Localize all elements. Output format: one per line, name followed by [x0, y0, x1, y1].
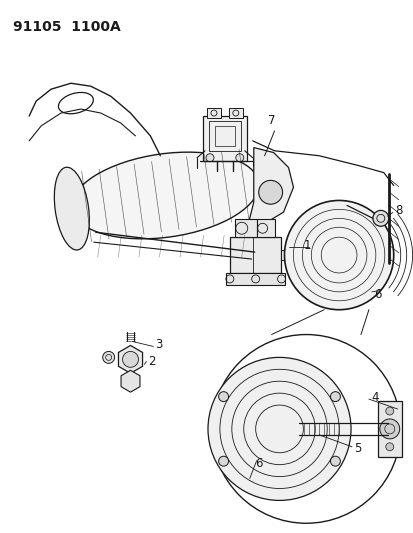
Circle shape — [218, 392, 228, 401]
Text: 6: 6 — [254, 457, 261, 470]
Bar — [225, 273, 285, 285]
Text: 8: 8 — [395, 204, 402, 217]
Text: 4: 4 — [370, 391, 377, 403]
Polygon shape — [248, 148, 293, 224]
Circle shape — [102, 351, 114, 364]
Bar — [202, 116, 246, 161]
Polygon shape — [118, 345, 142, 373]
Circle shape — [218, 456, 228, 466]
Circle shape — [284, 200, 393, 310]
Circle shape — [385, 407, 393, 415]
Ellipse shape — [54, 167, 89, 250]
Text: 6: 6 — [373, 288, 380, 301]
Bar — [234, 219, 256, 237]
Text: 5: 5 — [353, 442, 361, 455]
Text: 3: 3 — [155, 338, 162, 351]
Circle shape — [330, 456, 339, 466]
Circle shape — [207, 358, 350, 500]
Circle shape — [235, 154, 243, 161]
Text: 7: 7 — [267, 114, 275, 127]
Circle shape — [372, 211, 388, 227]
Bar — [209, 121, 240, 151]
Text: 91105  1100A: 91105 1100A — [13, 20, 121, 34]
Bar — [206, 108, 221, 118]
Circle shape — [330, 392, 339, 401]
Bar — [229, 237, 281, 273]
Bar — [377, 401, 401, 457]
Bar — [214, 126, 234, 146]
Bar — [228, 108, 242, 118]
Bar — [256, 219, 274, 237]
Circle shape — [385, 443, 393, 451]
Polygon shape — [121, 370, 140, 392]
Circle shape — [122, 351, 138, 367]
Circle shape — [380, 422, 394, 436]
Ellipse shape — [71, 152, 258, 239]
Circle shape — [206, 154, 214, 161]
Circle shape — [258, 180, 282, 204]
Circle shape — [379, 419, 399, 439]
Text: 2: 2 — [148, 355, 156, 368]
Text: 1: 1 — [303, 239, 310, 252]
